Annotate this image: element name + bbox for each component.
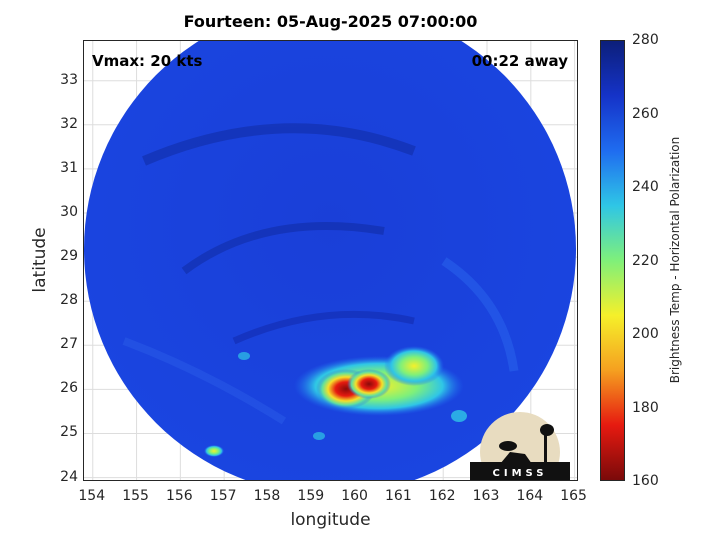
convective-features xyxy=(204,346,467,457)
y-tick-label: 31 xyxy=(60,159,78,176)
colorbar-tick-label: 260 xyxy=(632,105,659,122)
cimss-logo: CIMSS xyxy=(470,412,570,480)
y-tick-label: 26 xyxy=(60,380,78,397)
y-tick-label: 24 xyxy=(60,468,78,485)
time-away-annotation: 00:22 away xyxy=(471,52,568,70)
colorbar xyxy=(600,40,625,481)
brightness-temp-map xyxy=(84,41,577,480)
logo-text: CIMSS xyxy=(493,468,548,479)
x-tick-label: 161 xyxy=(385,488,412,504)
colorbar-tick-label: 240 xyxy=(632,179,659,195)
x-tick-label: 162 xyxy=(428,488,456,504)
x-tick-label: 165 xyxy=(560,488,587,504)
swath-texture xyxy=(122,123,519,425)
map-plot-area xyxy=(83,40,578,481)
y-tick-label: 32 xyxy=(60,115,78,132)
swath-disc xyxy=(84,41,576,480)
x-tick-label: 158 xyxy=(253,488,281,504)
x-tick-label: 164 xyxy=(516,488,544,504)
x-axis-label: longitude xyxy=(290,510,371,530)
colorbar-tick-label: 220 xyxy=(632,252,659,269)
colorbar-tick-label: 180 xyxy=(632,399,659,416)
colorbar-tick-label: 280 xyxy=(632,32,659,48)
y-tick-label: 30 xyxy=(60,203,78,220)
x-tick-label: 159 xyxy=(297,488,325,504)
colorbar-label: Brightness Temp - Horizontal Polarizatio… xyxy=(668,136,682,384)
x-tick-label: 163 xyxy=(472,488,500,504)
colorbar-tick-label: 200 xyxy=(632,326,659,342)
y-tick-label: 33 xyxy=(60,71,78,88)
colorbar-tick-label: 160 xyxy=(632,473,659,489)
chart-title: Fourteen: 05-Aug-2025 07:00:00 xyxy=(183,12,478,31)
x-tick-label: 160 xyxy=(341,488,368,504)
y-axis-label: latitude xyxy=(30,227,50,293)
vmax-annotation: Vmax: 20 kts xyxy=(92,52,203,70)
x-tick-label: 156 xyxy=(165,488,193,504)
y-tick-label: 29 xyxy=(60,248,78,265)
x-tick-label: 154 xyxy=(78,488,106,504)
x-tick-label: 157 xyxy=(209,488,237,504)
y-tick-label: 28 xyxy=(60,292,78,309)
x-tick-label: 155 xyxy=(122,488,149,504)
y-tick-label: 25 xyxy=(60,424,78,441)
y-tick-label: 27 xyxy=(60,336,78,353)
